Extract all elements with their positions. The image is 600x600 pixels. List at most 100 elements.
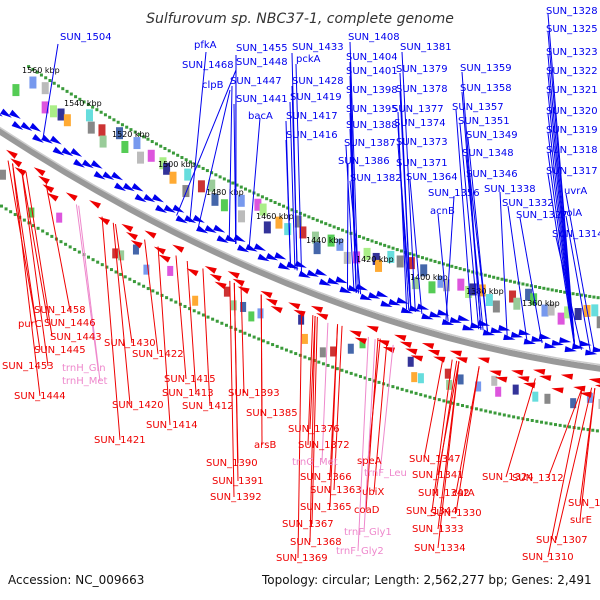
- fwd-label-sun-1328: SUN_1328: [546, 6, 598, 17]
- feature-block: [57, 108, 65, 121]
- scale-tick: [137, 132, 141, 136]
- feature-block: [143, 264, 150, 275]
- scale-tick: [496, 276, 500, 280]
- rev-label-sun-1444: SUN_1444: [14, 391, 66, 402]
- reverse-arrow: [209, 273, 222, 282]
- scale-tick: [504, 278, 508, 282]
- scale-tick: [586, 428, 590, 432]
- scale-tick: [32, 224, 36, 228]
- scale-tick: [340, 368, 344, 372]
- scale-tick: [96, 260, 100, 264]
- scale-tick: [405, 389, 409, 393]
- rev-label-sun-1347: SUN_1347: [409, 454, 461, 465]
- rev-label-line: [555, 387, 593, 541]
- scale-tick: [82, 100, 86, 104]
- forward-arrow: [155, 204, 168, 213]
- feature-block: [208, 179, 216, 192]
- feature-block: [41, 101, 49, 114]
- scale-tick: [526, 418, 530, 422]
- fwd-label-line: [42, 43, 59, 140]
- scale-tick: [248, 333, 252, 337]
- feature-block: [407, 257, 415, 270]
- rev-label-sun-1369: SUN_1369: [276, 553, 328, 564]
- feature-block: [313, 242, 321, 255]
- forward-arrow: [253, 243, 267, 251]
- reverse-arrow: [214, 281, 227, 290]
- rev-label-sun-1422: SUN_1422: [132, 349, 184, 360]
- rev-label-line: [309, 315, 316, 543]
- rna-label-trnf-gly1: trnF_Gly1: [344, 527, 392, 538]
- forward-arrow: [257, 253, 270, 262]
- forward-arrow: [11, 120, 24, 130]
- rev-label-sun-1393: SUN_1393: [228, 388, 280, 399]
- scale-tick: [44, 76, 48, 80]
- fwd-label-line: [519, 217, 543, 344]
- rev-label-sun-1445: SUN_1445: [34, 345, 86, 356]
- rev-label-purc: purC: [18, 319, 42, 330]
- forward-arrow: [265, 252, 279, 261]
- feature-block: [56, 212, 63, 223]
- rev-label-cuta: cutA: [452, 488, 475, 499]
- feature-block: [485, 293, 493, 306]
- scale-tick: [220, 321, 224, 325]
- fwd-label-line: [399, 91, 412, 311]
- rev-label-line: [311, 316, 318, 525]
- feature-block: [311, 231, 319, 244]
- forward-arrow: [449, 316, 462, 323]
- scale-tick: [575, 292, 579, 296]
- scale-tick: [529, 284, 533, 288]
- scale-tick: [52, 81, 56, 85]
- scale-tick: [465, 405, 469, 409]
- scale-tick: [129, 128, 133, 132]
- genome-backbone: [0, 127, 600, 372]
- forward-arrow: [0, 108, 12, 118]
- scale-tick: [65, 89, 69, 93]
- scale-tick: [454, 265, 458, 269]
- rev-label-line: [423, 357, 444, 460]
- reverse-arrow: [227, 271, 240, 279]
- feature-block: [116, 127, 124, 140]
- rna-label-trnh-met: trnH_Met: [62, 376, 107, 387]
- scale-tick: [502, 413, 506, 417]
- feature-block: [112, 248, 119, 259]
- feature-block: [347, 343, 354, 354]
- reverse-arrow: [366, 325, 379, 333]
- fwd-label-sun-1468: SUN_1468: [182, 60, 234, 71]
- scale-tick: [535, 419, 539, 423]
- feature-block: [197, 180, 205, 193]
- scale-tick: [9, 210, 13, 214]
- forward-arrow: [73, 159, 85, 168]
- fwd-label-pcka: pckA: [296, 54, 321, 65]
- fwd-label-line: [228, 85, 233, 242]
- reverse-arrow: [449, 350, 462, 357]
- forward-arrow: [584, 349, 598, 356]
- reverse-label-lines: [7, 160, 596, 559]
- scale-tick: [471, 270, 475, 274]
- forward-arrow: [134, 193, 147, 203]
- forward-arrow: [143, 194, 156, 203]
- scale-tick: [591, 428, 595, 432]
- feature-block: [443, 279, 451, 292]
- reverse-arrow: [477, 357, 490, 364]
- reverse-arrow: [265, 298, 278, 306]
- reverse-arrow: [38, 175, 50, 185]
- fwd-label-pfka: pfkA: [194, 40, 217, 51]
- rev-label-sun-1376: SUN_1376: [288, 424, 340, 435]
- scale-tick: [133, 130, 137, 134]
- forward-arrow: [388, 298, 401, 306]
- scale-tick: [265, 197, 269, 201]
- reverse-arrow: [14, 167, 27, 176]
- fwd-label-sun-1455: SUN_1455: [236, 43, 288, 54]
- scale-tick: [374, 240, 378, 244]
- reverse-arrow: [260, 290, 273, 299]
- forward-arrow: [339, 286, 352, 294]
- fwd-label-line: [459, 123, 480, 330]
- scale-tick: [197, 164, 201, 168]
- feature-block: [211, 193, 219, 206]
- rev-label-sun-1458: SUN_1458: [34, 305, 86, 316]
- scale-label-1520-kbp: 1520 kbp: [112, 130, 150, 139]
- scale-tick: [248, 189, 252, 193]
- rev-label-sun-1334: SUN_1334: [414, 543, 466, 554]
- scale-tick: [183, 304, 187, 308]
- scale-tick: [215, 319, 219, 323]
